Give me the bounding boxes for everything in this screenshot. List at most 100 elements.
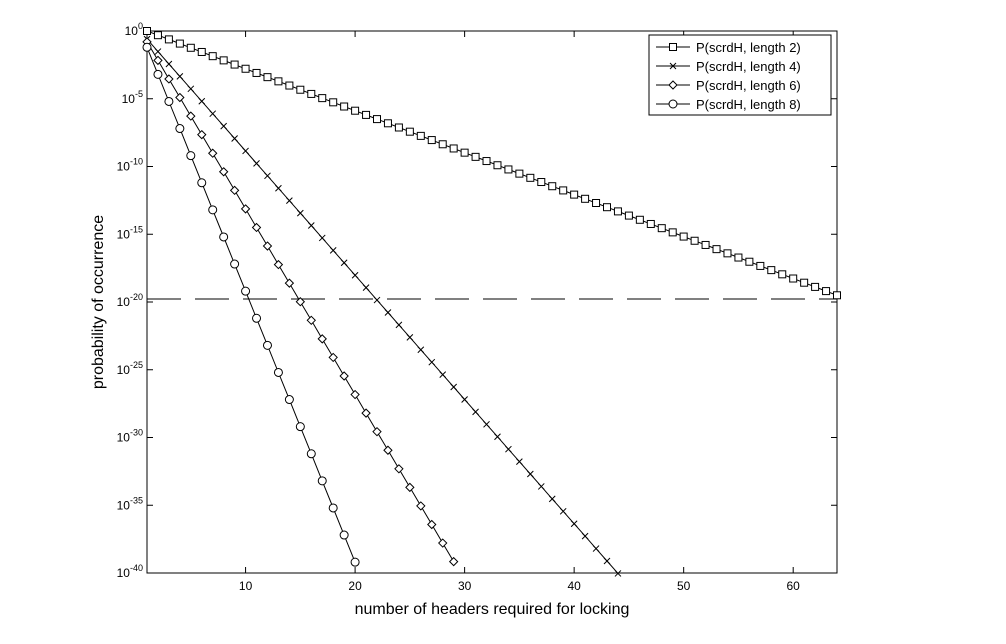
series-point bbox=[427, 136, 436, 145]
y-tick-exponent: -5 bbox=[135, 89, 143, 99]
series-3 bbox=[142, 37, 459, 567]
series-point bbox=[428, 358, 436, 366]
series-point bbox=[439, 371, 447, 378]
series-point bbox=[153, 31, 162, 40]
series-point bbox=[284, 278, 295, 288]
series-point bbox=[734, 253, 743, 262]
legend-item: P(scrdH, length 8) bbox=[656, 97, 801, 112]
series-point bbox=[745, 257, 754, 266]
series-point bbox=[679, 232, 688, 241]
series-point bbox=[614, 570, 622, 577]
series-point bbox=[438, 538, 448, 548]
series-point bbox=[505, 445, 512, 453]
y-axis-label: probability of occurrence bbox=[90, 215, 107, 389]
series-point bbox=[668, 228, 677, 237]
series-point bbox=[273, 367, 283, 377]
series-point bbox=[373, 296, 381, 304]
series-point bbox=[242, 147, 249, 155]
series-point bbox=[417, 346, 425, 354]
series-point bbox=[175, 124, 185, 134]
series-point bbox=[240, 204, 251, 214]
series-point bbox=[526, 173, 535, 182]
y-tick-exponent: 0 bbox=[138, 21, 143, 31]
series-point bbox=[264, 172, 271, 180]
series-point bbox=[372, 426, 382, 437]
y-tick-exponent: -35 bbox=[130, 495, 143, 505]
series-point bbox=[362, 110, 371, 119]
x-tick-label: 30 bbox=[458, 579, 472, 593]
series-point bbox=[350, 389, 360, 400]
series-point bbox=[197, 129, 207, 140]
y-tick-label: 10-40 bbox=[117, 563, 143, 580]
y-tick-exponent: -20 bbox=[130, 292, 143, 302]
series-point bbox=[318, 94, 327, 103]
series-point bbox=[416, 131, 425, 140]
series-point bbox=[340, 259, 348, 267]
y-tick-label: 100 bbox=[125, 21, 143, 38]
y-tick-exponent: -40 bbox=[130, 563, 143, 573]
legend-marker bbox=[669, 43, 677, 51]
series-point bbox=[448, 556, 459, 567]
legend-item: P(scrdH, length 2) bbox=[656, 40, 801, 55]
y-tick-exponent: -30 bbox=[130, 428, 143, 438]
series-point bbox=[603, 557, 611, 565]
series-2 bbox=[143, 35, 622, 577]
y-tick-base: 10 bbox=[117, 295, 131, 309]
series-point bbox=[252, 313, 262, 323]
series-point bbox=[317, 334, 327, 344]
plot-area bbox=[146, 30, 838, 574]
series-point bbox=[273, 259, 284, 270]
series-point bbox=[570, 520, 578, 528]
series-point bbox=[361, 408, 371, 418]
series-point bbox=[537, 483, 545, 490]
series-1 bbox=[143, 27, 841, 300]
series-point bbox=[219, 232, 229, 242]
series-point bbox=[395, 321, 403, 329]
y-tick-label: 10-10 bbox=[117, 157, 143, 174]
series-point bbox=[438, 140, 447, 149]
series-point bbox=[329, 247, 337, 254]
series-point bbox=[592, 545, 600, 552]
x-tick-label: 50 bbox=[677, 579, 691, 593]
y-tick-base: 10 bbox=[117, 431, 131, 445]
series-point bbox=[559, 186, 568, 195]
y-tick-label: 10-35 bbox=[117, 495, 143, 512]
series-point bbox=[406, 333, 414, 341]
series-point bbox=[472, 408, 479, 416]
legend-label: P(scrdH, length 2) bbox=[696, 40, 801, 55]
series-point bbox=[164, 96, 174, 106]
series-point bbox=[186, 151, 196, 161]
series-point bbox=[351, 106, 360, 115]
series-point bbox=[833, 291, 841, 300]
series-point bbox=[494, 433, 501, 441]
series-point bbox=[208, 205, 218, 215]
series-point bbox=[383, 119, 392, 128]
series-point bbox=[262, 241, 273, 251]
series-point bbox=[690, 236, 699, 245]
series-point bbox=[603, 203, 611, 212]
series-point bbox=[778, 270, 787, 279]
series-point bbox=[592, 198, 601, 207]
y-tick-base: 10 bbox=[117, 566, 131, 580]
series-point bbox=[559, 507, 567, 515]
x-tick-label: 40 bbox=[567, 579, 581, 593]
y-tick-base: 10 bbox=[125, 24, 139, 38]
legend-marker bbox=[669, 62, 677, 70]
series-point bbox=[449, 144, 458, 153]
series-point bbox=[231, 135, 238, 142]
series-point bbox=[427, 519, 437, 530]
series-point bbox=[296, 209, 304, 217]
series-point bbox=[285, 81, 294, 90]
series-point bbox=[516, 458, 523, 465]
x-axis-ticks: 10 20 30 40 50 60 bbox=[239, 31, 800, 593]
series-point bbox=[461, 396, 468, 403]
series-point bbox=[229, 185, 240, 196]
series-point bbox=[350, 557, 360, 567]
series-point bbox=[383, 445, 393, 455]
series-point bbox=[307, 89, 316, 98]
series-point bbox=[394, 464, 404, 474]
series-point bbox=[262, 340, 272, 350]
series-point bbox=[187, 85, 195, 93]
legend-marker bbox=[668, 80, 678, 90]
series-point bbox=[284, 395, 294, 405]
